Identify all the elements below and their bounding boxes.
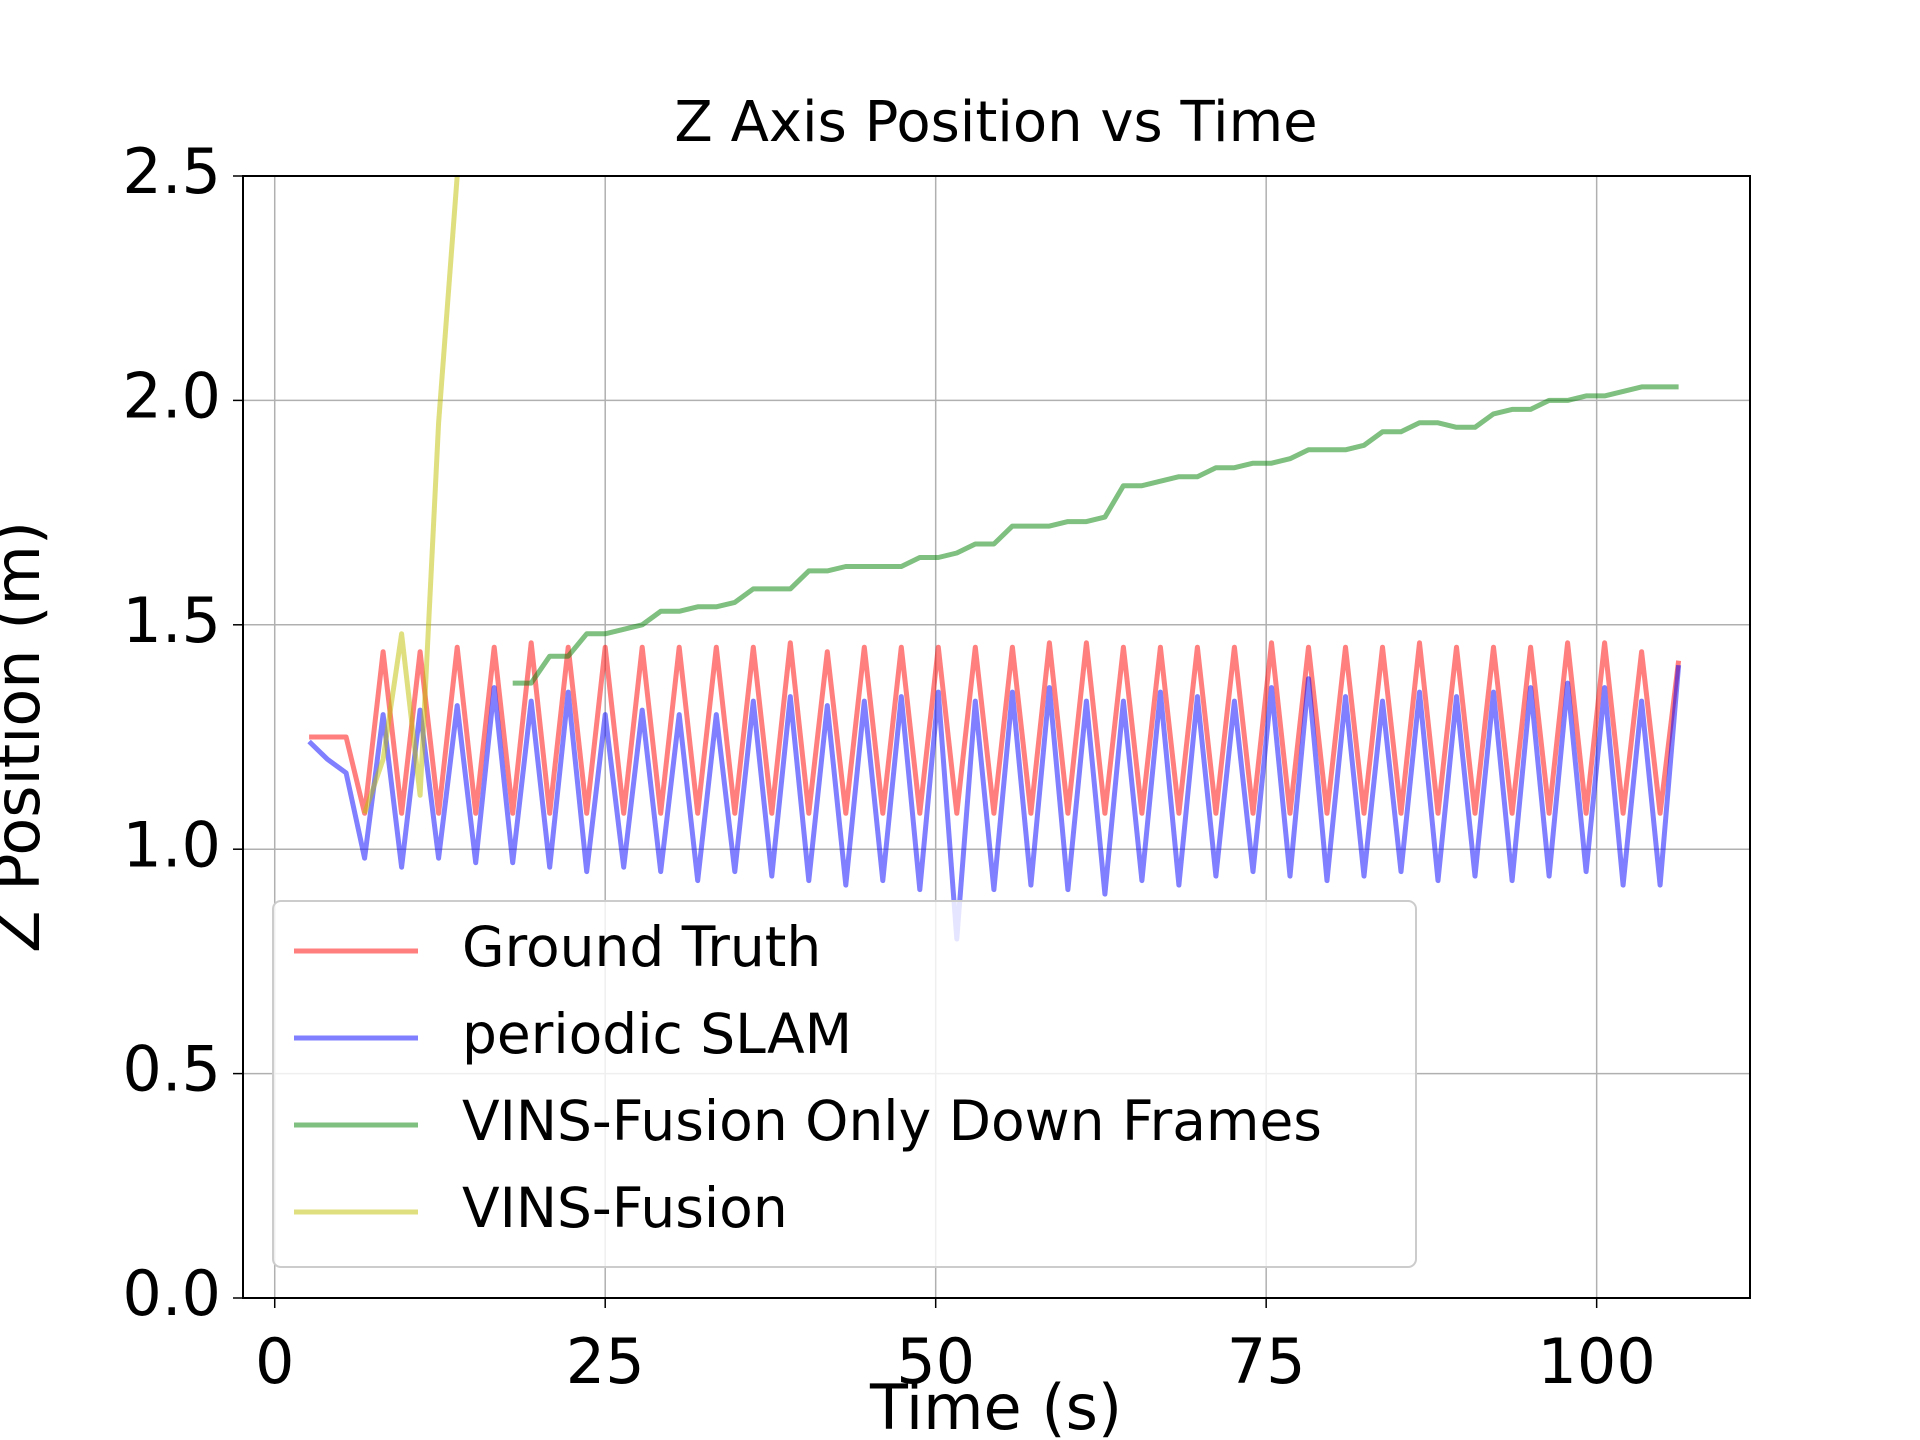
series-line [309,640,1682,816]
chart-title: Z Axis Position vs Time [674,90,1317,155]
y-tick-label: 2.0 [122,359,221,432]
y-tick-label: 0.5 [122,1033,221,1106]
series-line [307,664,1682,942]
legend-label: VINS-Fusion [462,1176,788,1240]
y-tick-label: 1.5 [122,584,221,657]
plot-area [307,176,1682,942]
x-axis-label: Time (s) [869,1371,1122,1440]
x-tick-label: 75 [1227,1325,1306,1398]
y-tick-label: 1.0 [122,808,221,881]
series-line [512,384,1679,686]
series-line [362,176,460,815]
legend-box [272,900,1417,1268]
y-tick-label: 0.0 [122,1257,221,1330]
axes-frame [242,175,1751,1299]
y-tick-label: 2.5 [122,135,221,208]
legend-label: periodic SLAM [462,1002,852,1066]
y-axis-label: Z Position (m) [0,521,54,953]
legend: Ground Truth periodic SLAM VINS-Fusion Onl… [272,900,1417,1268]
x-tick-label: 0 [255,1325,294,1398]
x-tick-label: 100 [1537,1325,1655,1398]
legend-label: VINS-Fusion Only Down Frames [462,1089,1322,1153]
x-tick-label: 50 [896,1325,975,1398]
legend-label: Ground Truth [462,915,821,979]
x-tick-label: 25 [566,1325,645,1398]
